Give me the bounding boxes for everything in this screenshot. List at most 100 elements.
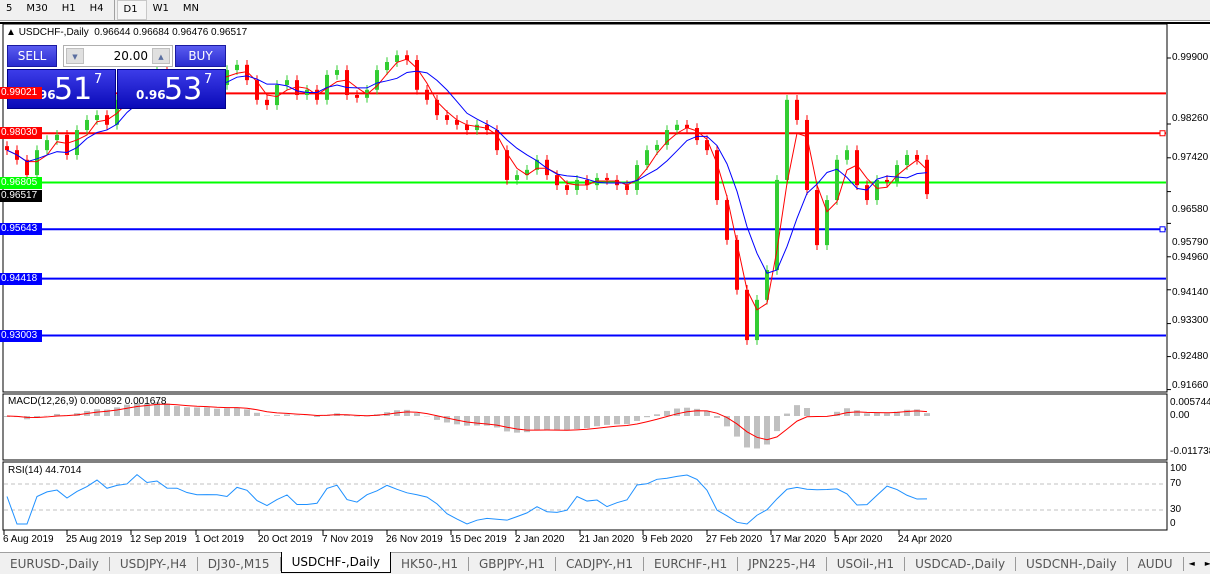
candle-body	[505, 150, 509, 180]
macd-frame	[2, 393, 1168, 461]
candle-body	[275, 84, 279, 106]
macd-histogram-bar	[554, 416, 560, 431]
candle-body	[825, 200, 829, 246]
sell-price-pip: 7	[94, 72, 103, 87]
candle-body	[705, 140, 709, 151]
chart-tab[interactable]: JPN225-,H4	[738, 556, 827, 571]
chart-tab[interactable]: USOil-,H1	[827, 556, 906, 571]
price-tick: 0.94960	[1172, 252, 1209, 263]
buy-button[interactable]: BUY	[175, 45, 226, 67]
buy-price-button[interactable]: 0.96 53 7	[117, 69, 226, 109]
macd-histogram-bar	[584, 416, 590, 429]
candle-body	[485, 124, 489, 131]
candle-body	[785, 99, 789, 180]
candle-body	[605, 177, 609, 180]
timeframe-w1[interactable]: W1	[152, 3, 169, 14]
buy-price-main: 53	[164, 72, 203, 107]
candle-body	[425, 89, 429, 100]
date-tick: 5 Apr 2020	[834, 534, 883, 545]
candle-body	[475, 124, 479, 131]
macd-histogram-bar	[834, 411, 840, 416]
timeframe-h4[interactable]: H4	[89, 3, 104, 14]
macd-histogram-bar	[904, 409, 910, 416]
candle-body	[255, 80, 259, 100]
chart-tab[interactable]: HK50-,H1	[391, 556, 469, 571]
candle-body	[585, 179, 589, 186]
chart-tab[interactable]: AUDU	[1128, 556, 1184, 571]
symbol-label: USDCHF-,Daily	[18, 27, 89, 38]
candle-body	[765, 270, 769, 300]
macd-histogram-bar	[404, 409, 410, 416]
candle-body	[115, 99, 119, 125]
macd-histogram-bar	[604, 416, 610, 425]
candle-body	[815, 189, 819, 246]
macd-histogram-bar	[694, 408, 700, 416]
chart-window[interactable]	[0, 22, 1210, 530]
macd-histogram-bar	[484, 416, 490, 426]
candle-body	[685, 124, 689, 129]
lot-size-input[interactable]: ▼ 20.00 ▲	[63, 45, 173, 67]
candle-body	[895, 165, 899, 182]
buy-price-prefix: 0.96	[136, 88, 166, 102]
chart-tab[interactable]: EURUSD-,Daily	[0, 556, 110, 571]
macd-tick: 0.00	[1170, 410, 1190, 421]
chart-tab[interactable]: USDCAD-,Daily	[905, 556, 1017, 571]
candle-body	[465, 124, 469, 131]
macd-histogram-bar	[644, 416, 650, 418]
macd-histogram-bar	[654, 414, 660, 416]
scroll-right-icon[interactable]: ►	[1204, 559, 1210, 568]
scroll-left-icon[interactable]: ◄	[1188, 559, 1195, 568]
chart-tab[interactable]: USDCHF-,Daily	[280, 552, 392, 573]
chart-tab[interactable]: GBPJPY-,H1	[469, 556, 556, 571]
ohlc-values: 0.96644 0.96684 0.96476 0.96517	[94, 27, 248, 38]
one-click-trading-panel: SELL ▼ 20.00 ▲ BUY 0.96 51 7 0.96 53 7	[7, 45, 226, 109]
candle-body	[645, 150, 649, 166]
timeframe-5[interactable]: 5	[6, 3, 13, 14]
sell-button[interactable]: SELL	[7, 45, 57, 67]
macd-histogram-bar	[144, 403, 150, 416]
chart-tab[interactable]: USDJPY-,H4	[110, 556, 198, 571]
candle-body	[775, 179, 779, 271]
increase-lot-icon[interactable]: ▲	[152, 48, 170, 64]
date-tick: 24 Apr 2020	[898, 534, 952, 545]
chart-tab[interactable]: DJ30-,M15	[198, 556, 281, 571]
candle-body	[395, 55, 399, 63]
macd-histogram-bar	[884, 413, 890, 416]
price-level-tag: 0.93003	[0, 329, 42, 342]
date-tick: 9 Feb 2020	[642, 534, 693, 545]
candle-body	[875, 179, 879, 201]
decrease-lot-icon[interactable]: ▼	[66, 48, 84, 64]
macd-histogram-bar	[774, 416, 780, 432]
price-tick: 0.98260	[1172, 113, 1209, 124]
chart-tab[interactable]: USDCNH-,Daily	[1016, 556, 1128, 571]
macd-histogram-bar	[924, 413, 930, 416]
timeframe-m30[interactable]: M30	[26, 3, 48, 14]
current-price-tag: 0.96517	[0, 190, 42, 203]
macd-histogram-bar	[194, 407, 200, 416]
macd-histogram-bar	[244, 409, 250, 416]
timeframe-d1[interactable]: D1	[116, 0, 147, 20]
candle-body	[535, 159, 539, 170]
date-tick: 27 Feb 2020	[706, 534, 763, 545]
chart-tab[interactable]: CADJPY-,H1	[556, 556, 645, 571]
macd-histogram-bar	[434, 416, 440, 420]
macd-histogram-bar	[844, 408, 850, 416]
macd-histogram-bar	[794, 405, 800, 416]
macd-histogram-bar	[574, 416, 580, 429]
rsi-tick: 0	[1170, 518, 1176, 529]
price-level-tag: 0.95643	[0, 223, 42, 236]
timeframe-h1[interactable]: H1	[61, 3, 76, 14]
macd-histogram-bar	[214, 408, 220, 416]
macd-histogram-bar	[274, 415, 280, 416]
candle-body	[415, 60, 419, 90]
chart-canvas[interactable]	[0, 0, 1210, 552]
macd-histogram-bar	[524, 416, 530, 433]
candle-body	[455, 119, 459, 125]
candle-body	[5, 146, 9, 151]
timeframe-mn[interactable]: MN	[182, 3, 199, 14]
chart-tab[interactable]: EURCHF-,H1	[644, 556, 739, 571]
price-tick: 0.96580	[1172, 204, 1209, 215]
rsi-label: RSI(14) 44.7014	[8, 465, 82, 476]
macd-histogram-bar	[664, 410, 670, 416]
macd-histogram-bar	[894, 411, 900, 416]
